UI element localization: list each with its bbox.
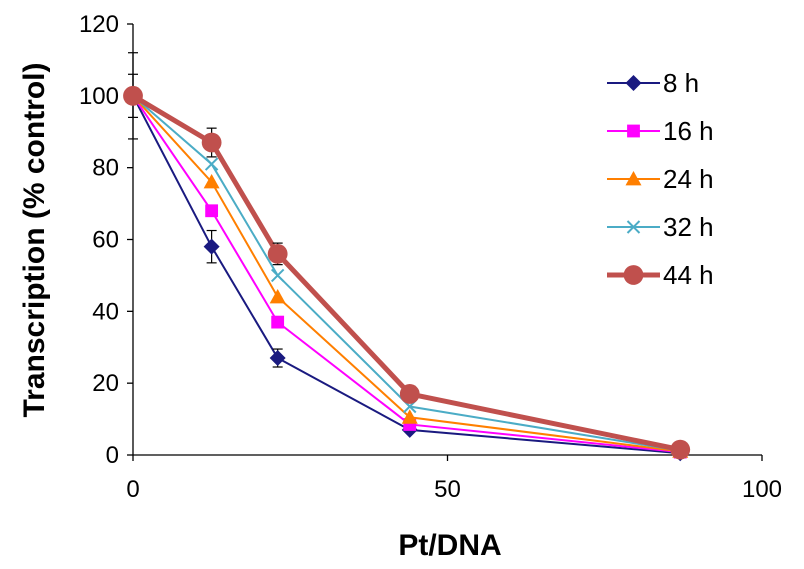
data-point (626, 220, 641, 234)
legend-label: 44 h (663, 260, 714, 290)
data-point (267, 243, 288, 264)
legend-label: 8 h (663, 68, 699, 98)
tick-labels: 0 20 40 60 80 100 120 0 50 100 (79, 11, 782, 503)
data-point (271, 315, 285, 329)
x-tick-label: 50 (434, 476, 461, 503)
y-tick-label: 40 (92, 298, 119, 325)
y-axis-title: Transcription (% control) (18, 62, 51, 417)
legend-entry: 32 h (607, 212, 714, 242)
series-44-h (123, 52, 691, 460)
x-tick-label: 0 (126, 476, 139, 503)
legend-label: 16 h (663, 116, 714, 146)
legend-label: 32 h (663, 212, 714, 242)
data-point (401, 409, 418, 424)
legend-label: 24 h (663, 164, 714, 194)
y-tick-label: 20 (92, 370, 119, 397)
x-tick-label: 100 (742, 476, 782, 503)
legend-entry: 16 h (607, 116, 714, 146)
data-point (204, 157, 219, 171)
data-point (270, 268, 285, 283)
legend-entry: 8 h (607, 68, 699, 98)
data-point (269, 350, 286, 367)
data-point-stroke (204, 157, 219, 171)
data-point (203, 238, 220, 255)
data-point (623, 265, 644, 285)
data-point-stroke (270, 268, 285, 283)
series-group (123, 52, 691, 462)
x-axis-title: Pt/DNA (398, 529, 501, 562)
data-point (670, 439, 691, 460)
data-point (123, 85, 143, 106)
data-point (627, 124, 640, 138)
y-tick-label: 80 (92, 155, 119, 182)
data-point (203, 174, 220, 189)
y-tick-label: 0 (106, 442, 119, 469)
legend-entry: 44 h (607, 260, 714, 290)
data-point (269, 288, 286, 304)
data-point (201, 132, 222, 153)
y-tick-label: 60 (92, 227, 119, 254)
y-tick-label: 100 (79, 83, 119, 110)
data-point (399, 384, 420, 404)
y-tick-label: 120 (79, 11, 119, 38)
data-point-stroke (626, 220, 641, 234)
data-point (625, 75, 642, 91)
legend: 8 h 16 h 24 h 32 h 44 h (607, 68, 714, 290)
data-point (205, 204, 219, 218)
data-point (625, 171, 642, 186)
legend-entry: 24 h (607, 164, 714, 194)
